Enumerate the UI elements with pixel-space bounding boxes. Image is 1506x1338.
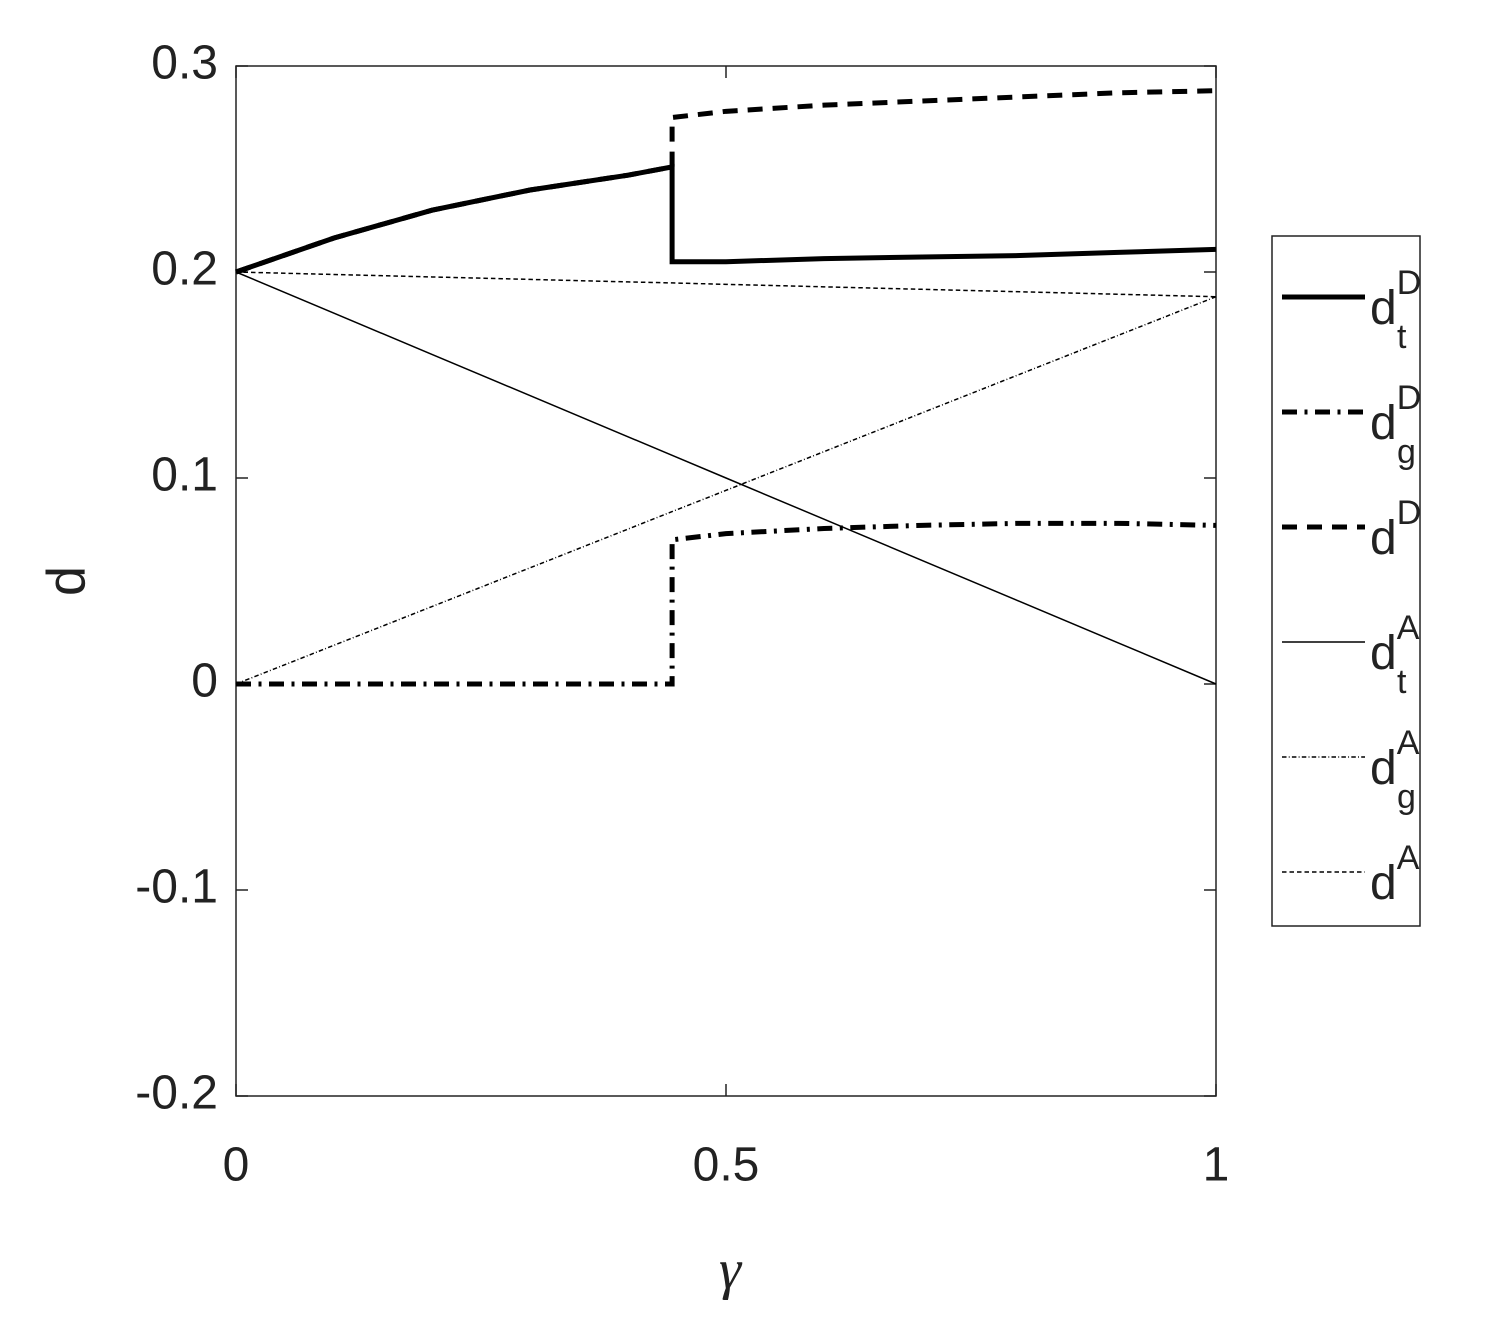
series-line — [235, 271, 1217, 298]
series-line — [235, 163, 1217, 275]
y-tick-label: 0.3 — [151, 37, 218, 90]
series-line — [235, 296, 1217, 685]
y-tick-label: 0.1 — [151, 449, 218, 502]
legend-label: dA t — [1370, 609, 1420, 701]
x-tick-label: 0.5 — [693, 1139, 760, 1192]
series-line — [235, 88, 1217, 275]
legend-box — [1271, 235, 1421, 927]
y-axis-label: d — [36, 566, 96, 596]
plot-frame — [235, 65, 1217, 1097]
x-tick-label: 0 — [223, 1139, 250, 1192]
legend-label: dD — [1370, 494, 1421, 565]
legend-label: dA — [1370, 839, 1420, 910]
y-tick-label: 0 — [191, 655, 218, 708]
series-line — [236, 520, 1217, 687]
x-axis-label: γ — [719, 1239, 743, 1301]
y-tick-label: 0.2 — [151, 243, 218, 296]
y-tick-label: -0.1 — [135, 861, 218, 914]
y-tick-label: -0.2 — [135, 1067, 218, 1120]
legend-label: dA g — [1370, 724, 1420, 816]
series-line — [235, 271, 1217, 685]
x-tick-label: 1 — [1203, 1139, 1230, 1192]
legend-label: dD g — [1370, 379, 1421, 471]
legend-label: dD t — [1370, 264, 1421, 356]
